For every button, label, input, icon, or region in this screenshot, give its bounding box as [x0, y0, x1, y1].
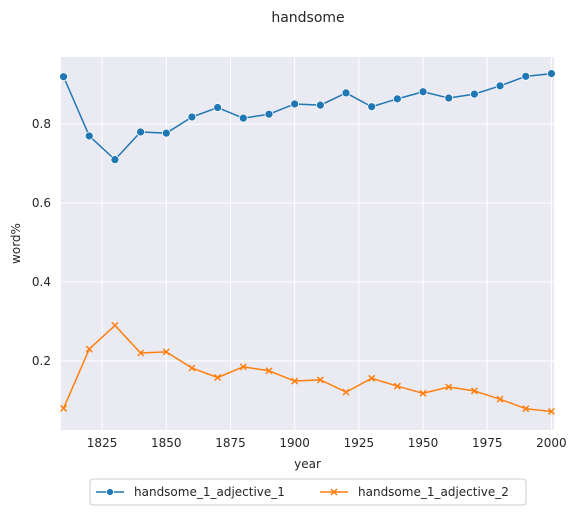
- data-point-series-2: [522, 405, 530, 413]
- x-axis-label: year: [294, 457, 321, 471]
- y-tick-label: 0.8: [32, 117, 51, 131]
- data-point-series-1: [290, 99, 300, 109]
- data-point-series-1: [84, 131, 94, 141]
- data-point-series-1: [264, 109, 274, 119]
- data-point-series-1: [187, 112, 197, 122]
- legend-label-series-2: handsome_1_adjective_2: [358, 485, 509, 499]
- y-tick-label: 0.4: [32, 275, 51, 289]
- data-point-series-1: [161, 128, 171, 138]
- x-tick-label: 1825: [87, 436, 118, 450]
- x-tick-label: 1875: [215, 436, 246, 450]
- data-point-series-1: [110, 155, 120, 164]
- data-point-series-2: [419, 389, 427, 397]
- y-axis-label: word%: [9, 223, 23, 264]
- data-point-series-2: [85, 345, 93, 353]
- data-point-series-1: [136, 127, 145, 137]
- legend-label-series-1: handsome_1_adjective_1: [134, 485, 285, 499]
- data-point-series-1: [495, 81, 505, 91]
- data-point-series-1: [238, 113, 248, 123]
- series-layer: [59, 69, 556, 415]
- data-point-series-1: [418, 87, 428, 97]
- data-point-series-1: [213, 103, 223, 112]
- plot-area: [61, 57, 554, 430]
- data-point-series-2: [291, 377, 299, 385]
- y-tick-labels: 0.2 0.4 0.6 0.8: [32, 117, 51, 368]
- data-point-series-2: [470, 387, 478, 395]
- series-line-2: [62, 324, 552, 413]
- data-point-series-2: [214, 373, 222, 382]
- x-tick-label: 2000: [536, 436, 567, 450]
- chart-title: handsome: [271, 10, 344, 26]
- x-tick-label: 1850: [151, 436, 182, 450]
- data-point-series-2: [188, 364, 196, 372]
- data-point-series-2: [111, 321, 119, 329]
- data-point-series-1: [547, 69, 556, 78]
- data-point-series-1: [315, 100, 325, 110]
- data-point-series-2: [137, 349, 145, 357]
- data-point-series-1: [521, 71, 531, 81]
- x-tick-label: 1900: [279, 436, 310, 450]
- legend-marker-series-1: [106, 488, 114, 496]
- legend-box: [89, 478, 527, 506]
- x-tick-label: 1975: [472, 436, 503, 450]
- data-point-series-1: [59, 72, 68, 82]
- data-point-series-1: [392, 94, 402, 104]
- data-point-series-1: [470, 89, 479, 99]
- x-tick-label: 1925: [344, 436, 375, 450]
- legend: handsome_1_adjective_1 handsome_1_adject…: [89, 478, 527, 506]
- data-point-series-2: [547, 407, 555, 415]
- legend-marker-series-2: [330, 488, 338, 496]
- data-point-series-1: [341, 88, 351, 98]
- data-point-series-2: [496, 395, 504, 403]
- data-point-series-2: [162, 348, 170, 356]
- data-point-series-1: [367, 102, 377, 112]
- data-point-series-2: [265, 367, 273, 375]
- data-point-series-2: [393, 382, 401, 390]
- x-tick-label: 1950: [408, 436, 439, 450]
- data-point-series-2: [445, 383, 453, 391]
- y-tick-label: 0.2: [32, 354, 51, 368]
- data-point-series-2: [342, 388, 350, 396]
- data-point-series-2: [60, 404, 68, 412]
- x-tick-labels: 1825 1850 1875 1900 1925 1950 1975 2000: [87, 436, 567, 450]
- grid: [61, 57, 554, 430]
- data-point-series-2: [368, 374, 376, 382]
- y-tick-label: 0.6: [32, 196, 51, 210]
- data-point-series-2: [316, 376, 324, 384]
- data-point-series-1: [444, 93, 454, 103]
- data-point-series-2: [239, 363, 247, 371]
